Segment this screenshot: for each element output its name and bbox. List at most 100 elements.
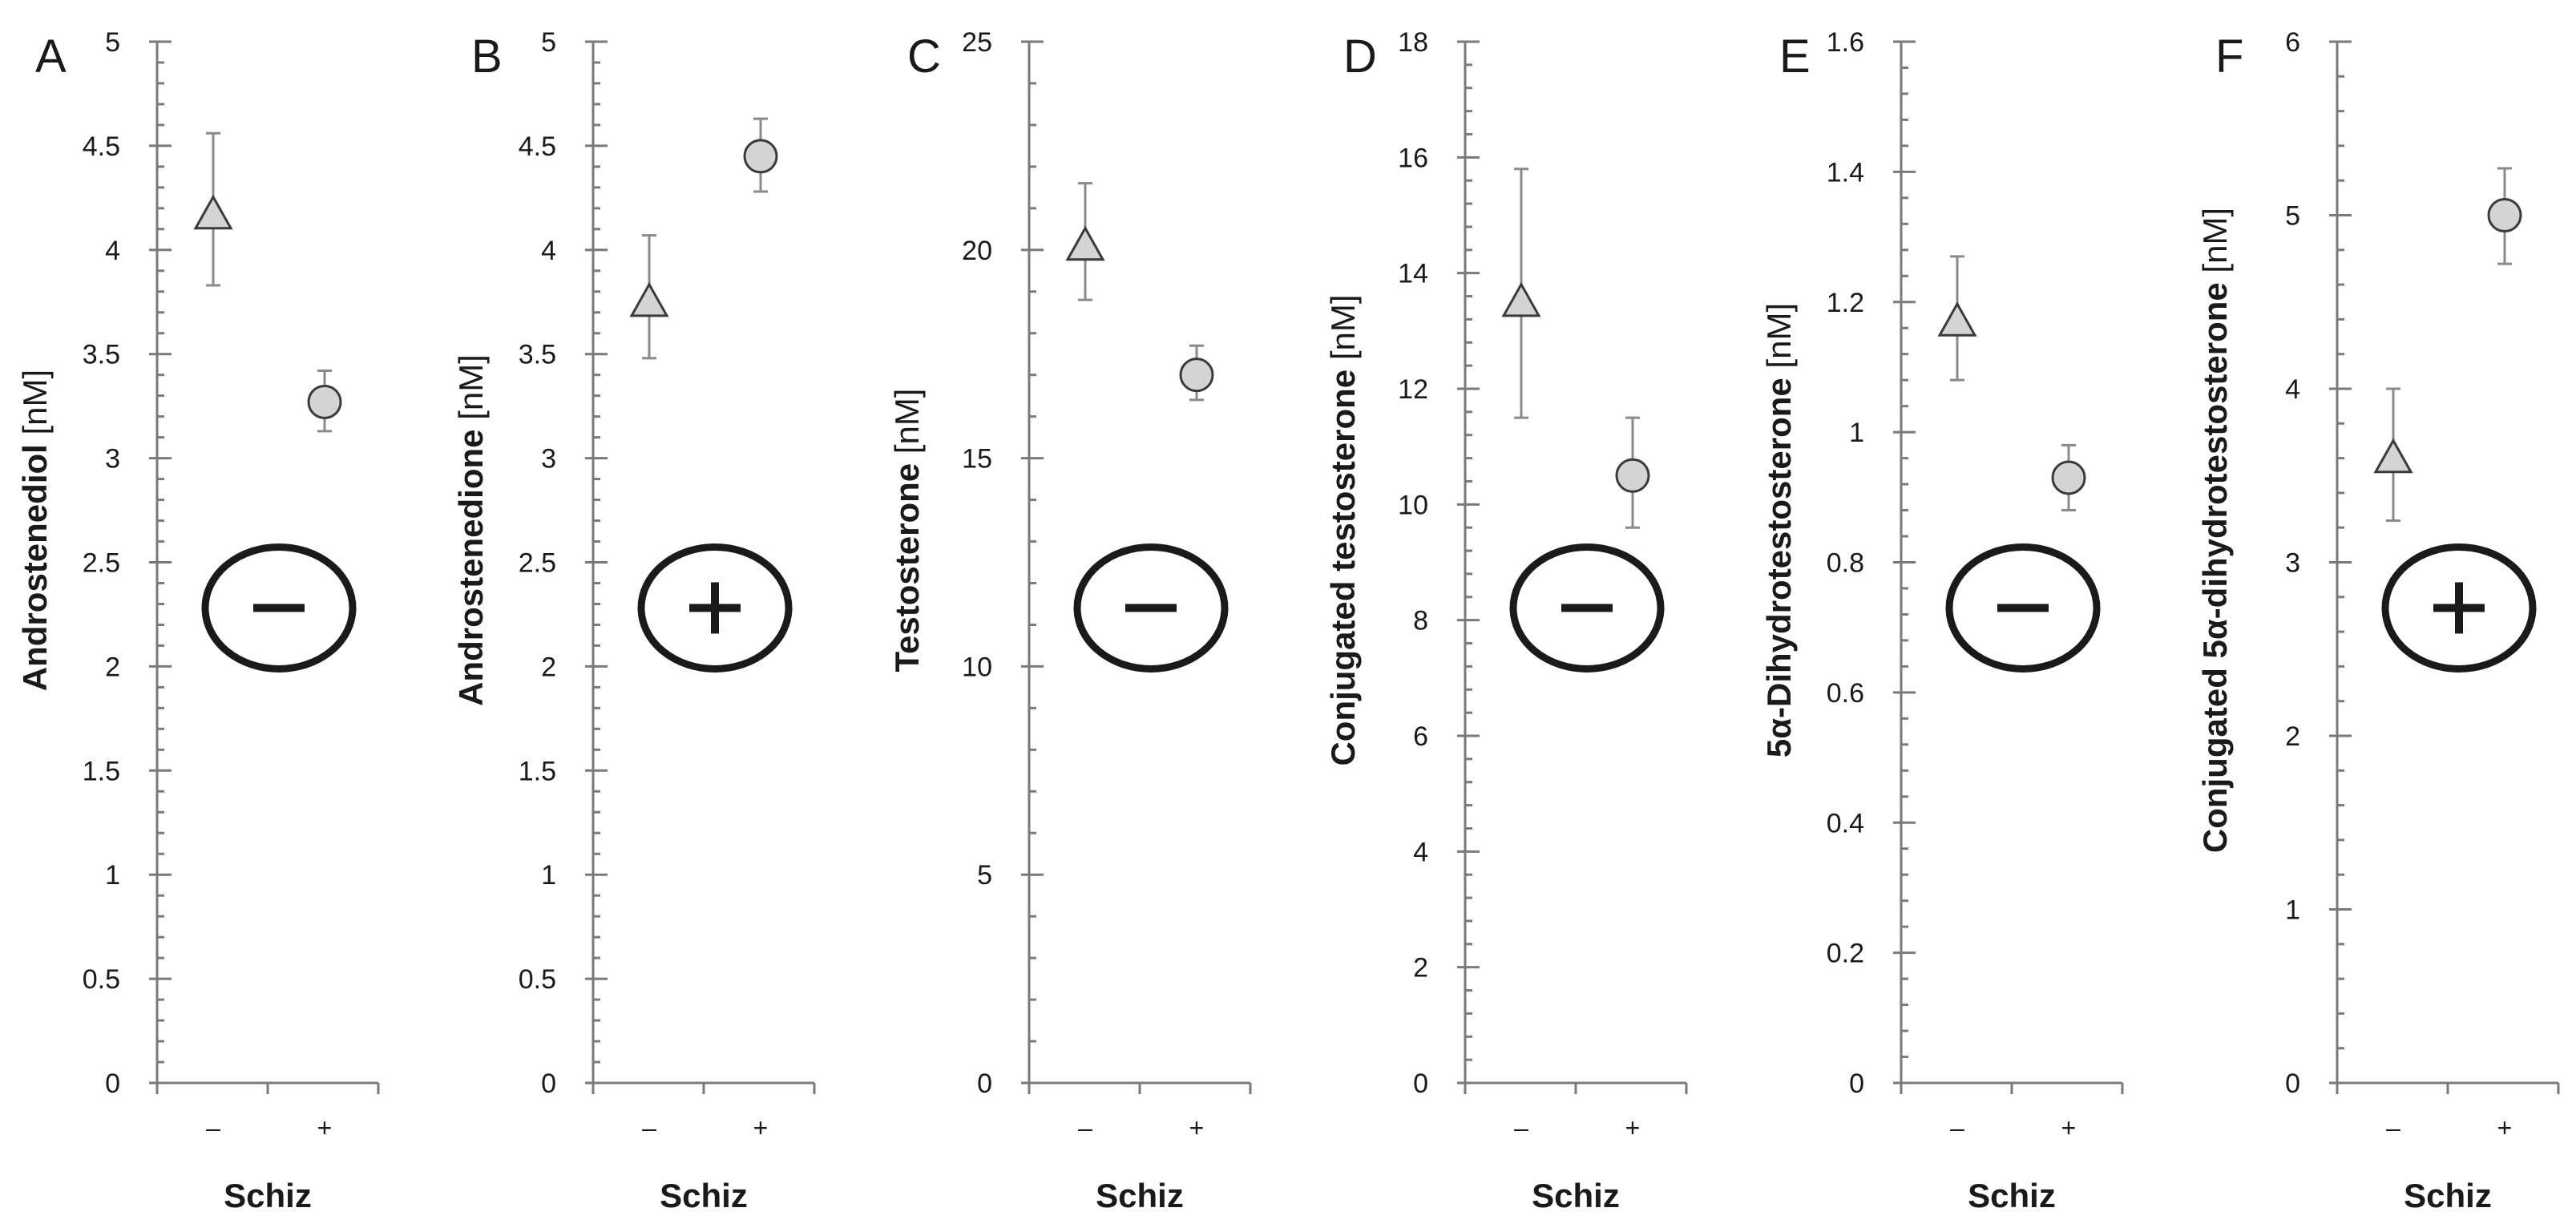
- data-point-circle: [1179, 358, 1214, 393]
- x-category-label: +: [1625, 1113, 1641, 1142]
- y-tick-label: 5: [2285, 201, 2300, 232]
- panel-letter: C: [907, 30, 941, 83]
- y-tick-label: 2: [541, 652, 556, 682]
- x-category-label: –: [642, 1113, 656, 1142]
- x-category-label: –: [1078, 1113, 1092, 1142]
- y-tick-label: 4: [541, 236, 556, 266]
- y-tick-label: 1.5: [83, 756, 120, 786]
- y-tick-label: 1.6: [1827, 27, 1864, 58]
- y-tick-label: 5: [541, 27, 556, 58]
- y-tick-label: 18: [1398, 27, 1428, 58]
- y-tick-label: 5: [105, 27, 120, 58]
- chart-panel-d: D 0 2 4 6 8 10 12 14 16 18 – + Schiz Conjugated testos…: [1324, 27, 1688, 1214]
- x-category-label: +: [753, 1113, 769, 1142]
- minus-sign-icon: [1945, 543, 2101, 673]
- y-tick-label: 3.5: [519, 340, 556, 370]
- y-tick-label: 0.5: [83, 964, 120, 995]
- panel-letter: E: [1779, 30, 1811, 83]
- y-axis-title: Conjugated testosterone [nM]: [1324, 294, 1362, 766]
- chart-panel-a: A 0 0.5 1 1.5 2 2.5 3 3.5 4 4.5 5 – + Schiz Androstened…: [16, 27, 380, 1214]
- y-tick-label: 0: [1849, 1068, 1864, 1099]
- data-point-triangle: [629, 281, 669, 317]
- x-category-label: +: [317, 1113, 333, 1142]
- y-axis-title: Androstenediol [nM]: [16, 370, 54, 691]
- x-category-label: +: [2497, 1113, 2513, 1142]
- y-tick-label: 2: [1413, 953, 1428, 984]
- y-tick-label: 20: [962, 236, 992, 266]
- y-tick-label: 25: [962, 27, 992, 58]
- data-point-circle: [2051, 460, 2086, 495]
- panel-letter: F: [2215, 30, 2243, 83]
- data-point-triangle: [2373, 438, 2413, 474]
- sign-bar-horizontal: [1125, 604, 1177, 612]
- plus-sign-icon: [637, 543, 793, 673]
- y-tick-label: 8: [1413, 606, 1428, 636]
- x-axis-title: Schiz: [224, 1177, 312, 1214]
- x-axis-title: Schiz: [660, 1177, 748, 1214]
- y-tick-label: 1.5: [519, 756, 556, 786]
- y-tick-label: 1.4: [1827, 157, 1864, 188]
- x-category-label: –: [206, 1113, 220, 1142]
- y-axis-title-unit: [nM]: [1760, 303, 1798, 378]
- y-tick-label: 0.4: [1827, 808, 1864, 838]
- sign-ring: [1509, 543, 1665, 673]
- y-tick-label: 0.2: [1827, 939, 1864, 969]
- data-point-triangle: [1065, 225, 1105, 261]
- sign-bar-vertical: [2455, 582, 2463, 634]
- y-axis-title-main: Conjugated 5α-dihydrotestosterone: [2196, 282, 2234, 853]
- panel-letter: A: [35, 30, 67, 83]
- y-axis-title-main: Testosterone: [888, 463, 926, 673]
- x-axis-title: Schiz: [1096, 1177, 1184, 1214]
- y-axis-title-unit: [nM]: [452, 354, 490, 429]
- x-category-label: –: [1950, 1113, 1964, 1142]
- sign-ring: [1945, 543, 2101, 673]
- y-axis-title-unit: [nM]: [1324, 294, 1362, 369]
- chart-panel-b: B 0 0.5 1 1.5 2 2.5 3 3.5 4 4.5 5 – + Schiz Androstened…: [452, 27, 816, 1214]
- y-tick-label: 6: [2285, 27, 2300, 58]
- y-axis-title-main: Androstenediol: [16, 444, 54, 691]
- y-tick-label: 0: [977, 1068, 992, 1099]
- sign-ring: [2381, 543, 2537, 673]
- y-axis-title: Conjugated 5α-dihydrotestosterone [nM]: [2196, 208, 2234, 853]
- data-point-triangle: [1501, 281, 1541, 317]
- chart-panel-e: E 0 0.2 0.4 0.6 0.8 1 1.2 1.4 1.6 – + Schiz 5α-Dihydr…: [1760, 27, 2124, 1214]
- y-tick-label: 5: [977, 860, 992, 891]
- y-tick-label: 1: [105, 860, 120, 891]
- y-tick-label: 1: [1849, 418, 1864, 448]
- x-axis-title: Schiz: [1968, 1177, 2056, 1214]
- y-tick-label: 2: [2285, 721, 2300, 752]
- sign-ring: [201, 543, 357, 673]
- y-tick-label: 10: [962, 652, 992, 682]
- panel-letter: B: [471, 30, 503, 83]
- y-tick-label: 15: [962, 444, 992, 475]
- sign-bar-horizontal: [1997, 604, 2049, 612]
- y-tick-label: 3: [2285, 548, 2300, 579]
- y-axis-title-main: Androstenedione: [452, 430, 490, 706]
- y-tick-label: 1: [2285, 895, 2300, 926]
- chart-panel-f: F 0 1 2 3 4 5 6 – + Schiz Conjugated 5α-dihydrotest…: [2196, 27, 2560, 1214]
- y-axis-title: 5α-Dihydrotestosterone [nM]: [1760, 303, 1798, 757]
- y-tick-label: 2.5: [83, 548, 120, 579]
- y-tick-label: 0.6: [1827, 678, 1864, 709]
- y-tick-label: 0.8: [1827, 548, 1864, 579]
- y-tick-label: 0: [2285, 1068, 2300, 1099]
- data-point-circle: [1615, 458, 1650, 493]
- data-point-circle: [307, 384, 342, 419]
- x-category-label: +: [1189, 1113, 1205, 1142]
- y-tick-label: 1.2: [1827, 288, 1864, 318]
- sign-bar-horizontal: [1561, 604, 1613, 612]
- y-tick-label: 4: [1413, 837, 1428, 867]
- x-category-label: –: [2386, 1113, 2400, 1142]
- sign-bar-vertical: [711, 582, 719, 634]
- y-axis-title: Androstenedione [nM]: [452, 354, 490, 706]
- y-tick-label: 1: [541, 860, 556, 891]
- y-tick-label: 4.5: [519, 131, 556, 162]
- y-tick-label: 16: [1398, 143, 1428, 173]
- y-tick-label: 4.5: [83, 131, 120, 162]
- y-tick-label: 0: [1413, 1068, 1428, 1099]
- y-tick-label: 3: [105, 444, 120, 475]
- y-axis-title: Testosterone [nM]: [888, 389, 926, 673]
- y-axis-title-unit: [nM]: [888, 389, 926, 463]
- y-tick-label: 3.5: [83, 340, 120, 370]
